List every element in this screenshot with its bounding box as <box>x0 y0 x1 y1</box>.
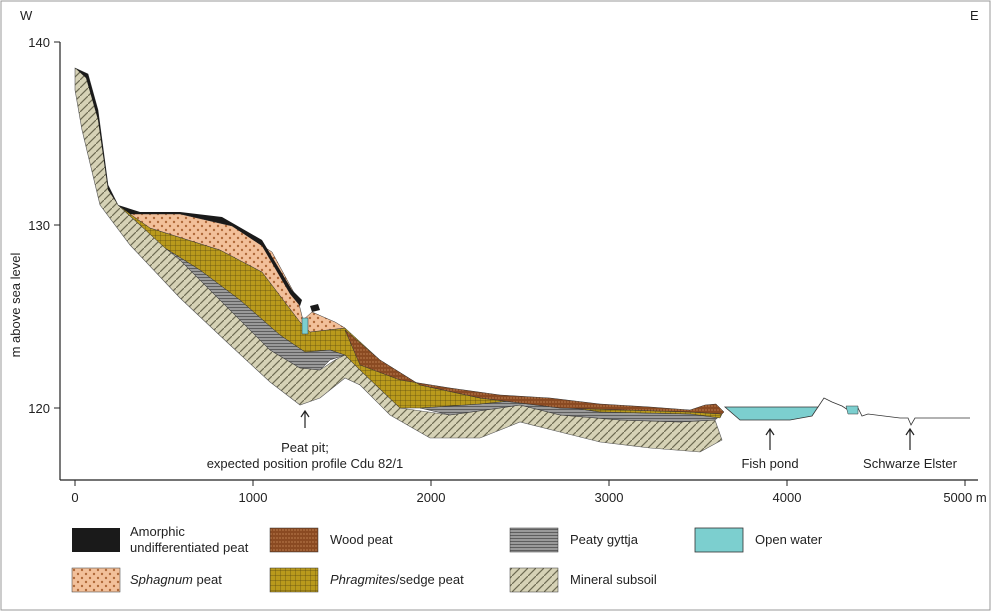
open-water-pond-small <box>846 406 858 414</box>
y-axis-label: m above sea level <box>8 252 23 357</box>
legend-label: undifferentiated peat <box>130 540 249 555</box>
annotation: Peat pit; <box>281 440 329 455</box>
y-tick-label: 130 <box>28 218 50 233</box>
ground-surface-east <box>818 398 970 425</box>
arrow <box>301 411 309 428</box>
west-label: W <box>20 8 33 23</box>
legend-swatch <box>270 568 318 592</box>
legend-label: Phragmites/sedge peat <box>330 572 464 587</box>
frame <box>1 1 990 610</box>
figure: W E m above sea level 120 130 140 0 1000 2000… <box>0 0 991 611</box>
legend-swatch <box>270 528 318 552</box>
legend-swatch <box>510 528 558 552</box>
x-tick-label: 2000 <box>417 490 446 505</box>
legend-label: Sphagnum peat <box>130 572 222 587</box>
legend-swatch <box>72 528 120 552</box>
profile <box>75 68 970 452</box>
x-tick-label: 4000 <box>773 490 802 505</box>
y-tick-label: 140 <box>28 35 50 50</box>
legend-label: Amorphic <box>130 524 185 539</box>
legend-swatch <box>695 528 743 552</box>
legend-label: Wood peat <box>330 532 393 547</box>
legend-label: Open water <box>755 532 823 547</box>
annotation: Fish pond <box>741 456 798 471</box>
x-tick-label: 1000 <box>239 490 268 505</box>
legend: Amorphic undifferentiated peat Sphagnum … <box>72 524 823 592</box>
y-tick-label: 120 <box>28 401 50 416</box>
peat-pit-water <box>302 318 308 334</box>
annotation: expected position profile Cdu 82/1 <box>207 456 404 471</box>
east-label: E <box>970 8 979 23</box>
arrow <box>906 429 914 450</box>
open-water-fish-pond <box>725 407 818 420</box>
legend-label: Mineral subsoil <box>570 572 657 587</box>
x-tick-label: 0 <box>71 490 78 505</box>
legend-label: Peaty gyttja <box>570 532 639 547</box>
legend-swatch <box>72 568 120 592</box>
x-tick-label: 3000 <box>595 490 624 505</box>
x-tick-label: 5000 m <box>943 490 986 505</box>
legend-swatch <box>510 568 558 592</box>
arrow <box>766 429 774 450</box>
annotation: Schwarze Elster <box>863 456 958 471</box>
